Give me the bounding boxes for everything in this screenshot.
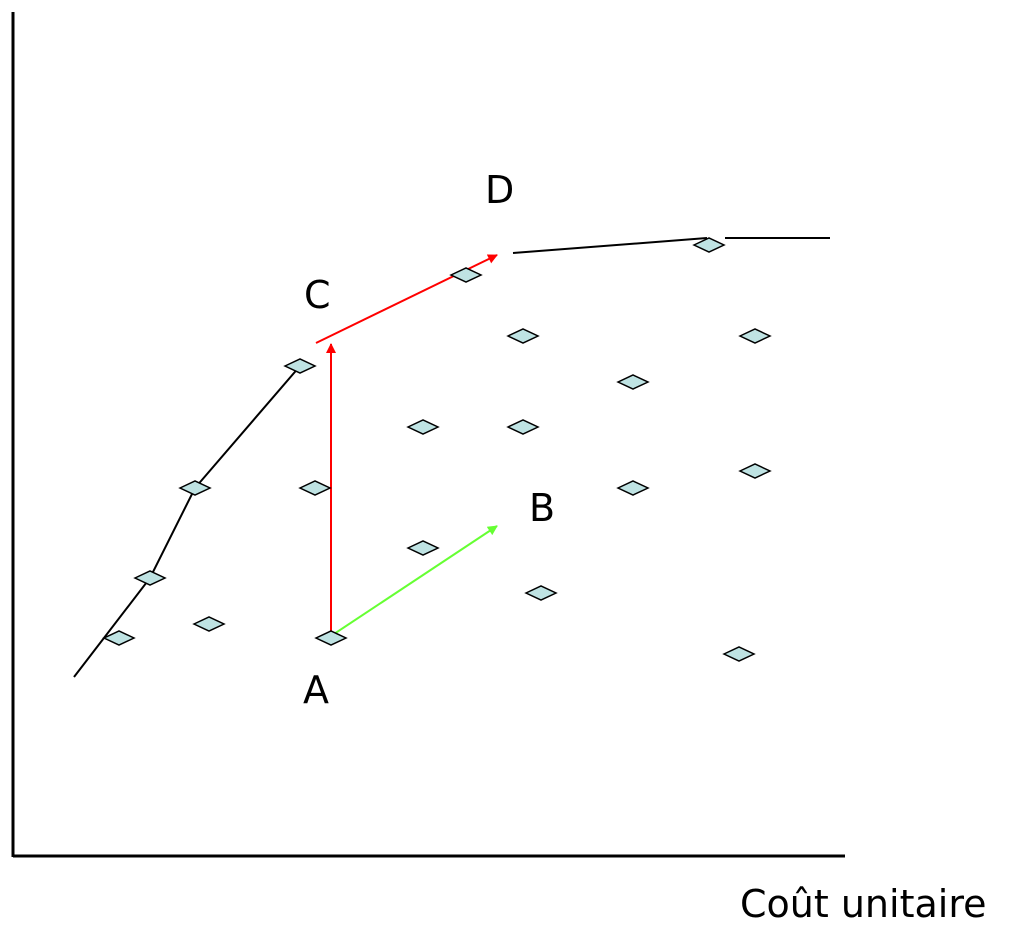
label-c: C bbox=[304, 273, 331, 317]
diamond-marker bbox=[133, 570, 167, 586]
frontier-line-right-1 bbox=[512, 237, 708, 254]
diamond-marker bbox=[449, 267, 483, 283]
diamond-marker bbox=[406, 540, 440, 556]
data-markers bbox=[102, 237, 772, 662]
diamond-marker bbox=[738, 328, 772, 344]
frontier-line-left bbox=[73, 365, 301, 678]
diamond-marker bbox=[406, 419, 440, 435]
diamond-marker bbox=[314, 630, 348, 646]
diamond-marker bbox=[283, 358, 317, 374]
diamond-marker bbox=[692, 237, 726, 253]
diamond-marker bbox=[178, 480, 212, 496]
arrow-a-to-b bbox=[330, 525, 498, 637]
diamond-marker bbox=[616, 480, 650, 496]
x-axis-label: Coût unitaire bbox=[740, 882, 986, 926]
diamond-marker bbox=[524, 585, 558, 601]
label-b: B bbox=[529, 486, 555, 530]
diamond-marker bbox=[616, 374, 650, 390]
diamond-marker bbox=[298, 480, 332, 496]
label-d: D bbox=[485, 168, 514, 212]
diamond-marker bbox=[738, 463, 772, 479]
arrow-c-to-d bbox=[315, 254, 498, 344]
label-a: A bbox=[303, 668, 329, 712]
diamond-marker bbox=[506, 419, 540, 435]
diamond-marker bbox=[506, 328, 540, 344]
diamond-marker bbox=[102, 630, 136, 646]
diamond-marker bbox=[722, 646, 756, 662]
diamond-marker bbox=[192, 616, 226, 632]
